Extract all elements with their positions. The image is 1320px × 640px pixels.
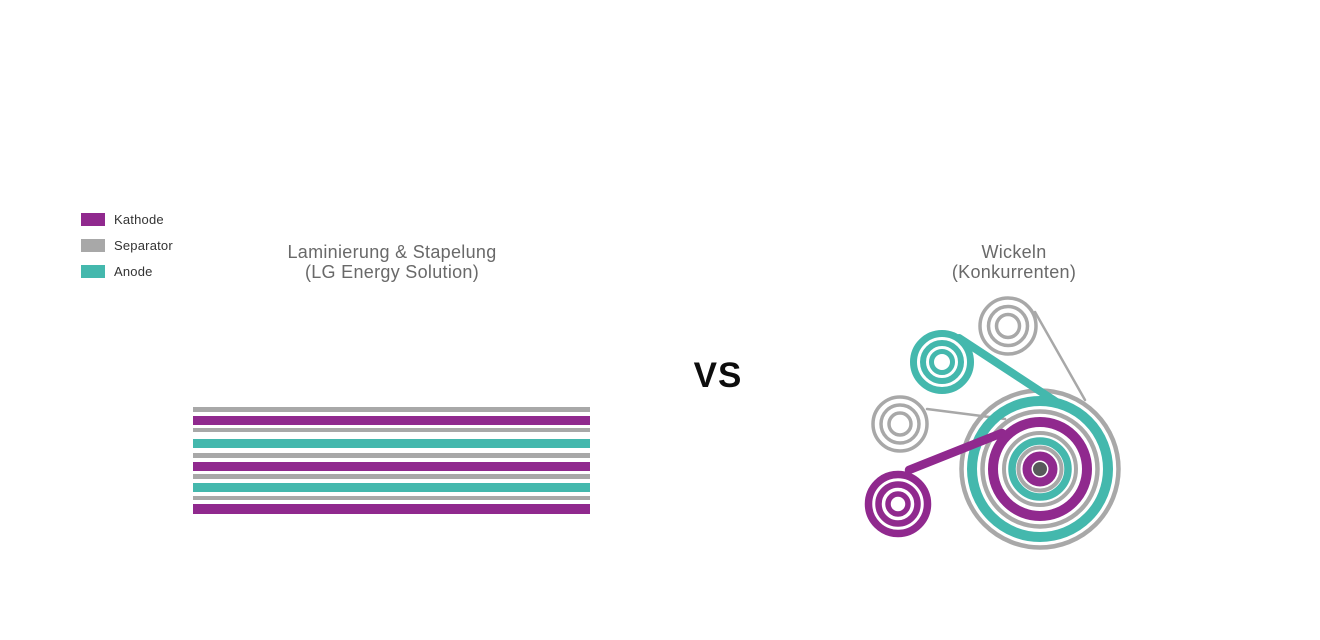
stack-layer-separator <box>193 495 590 500</box>
stack-layer-separator <box>193 427 590 432</box>
separator-roll-top-ring <box>978 296 1038 356</box>
legend-label: Separator <box>114 238 173 253</box>
stack-layer-anode <box>193 439 590 448</box>
vs-label: VS <box>693 356 743 395</box>
right-title-line1: Wickeln <box>981 242 1047 262</box>
anode-roll-ring <box>920 340 964 384</box>
legend-label: Kathode <box>114 212 164 227</box>
separator-roll-top-ring <box>986 304 1030 348</box>
legend-label: Anode <box>114 264 153 279</box>
anode-roll-ring <box>929 349 955 375</box>
legend-item-kathode: Kathode <box>81 212 173 227</box>
big-roll-ring-anode <box>1008 437 1072 501</box>
stack-layer-anode <box>193 482 590 492</box>
big-roll-ring-separator <box>1016 445 1064 493</box>
left-panel-title: Laminierung & Stapelung (LG Energy Solut… <box>192 242 592 282</box>
separator-roll-top-web <box>1033 310 1087 402</box>
stack-layer-separator <box>193 407 590 412</box>
stack-layer-separator <box>193 474 590 479</box>
separator-roll-left-ring <box>871 395 929 453</box>
separator-swatch <box>81 239 105 252</box>
left-title-line2: (LG Energy Solution) <box>304 262 480 282</box>
kathode-roll-ring <box>875 481 921 527</box>
kathode-roll-ring <box>885 491 911 517</box>
kathode-swatch <box>81 213 105 226</box>
separator-roll-top-ring <box>994 312 1022 340</box>
anode-roll-web <box>955 334 1062 407</box>
big-roll-center-dot <box>1033 462 1047 476</box>
separator-roll-left-ring <box>879 403 921 445</box>
big-roll-ring-kathode <box>1022 451 1058 487</box>
kathode-roll-ring <box>864 470 932 538</box>
stack-layer-kathode <box>193 461 590 471</box>
stack-layer-separator <box>193 453 590 458</box>
legend-item-separator: Separator <box>81 238 173 253</box>
separator-roll-left-ring <box>887 411 913 437</box>
right-title-line2: (Konkurrenten) <box>951 262 1077 282</box>
anode-roll-ring <box>910 330 974 394</box>
stack-layer-kathode <box>193 415 590 425</box>
legend-item-anode: Anode <box>81 264 173 279</box>
stack-layer-kathode <box>193 504 590 514</box>
left-title-line1: Laminierung & Stapelung <box>287 242 497 262</box>
anode-swatch <box>81 265 105 278</box>
big-roll-ring-separator <box>980 409 1100 529</box>
right-panel-title: Wickeln (Konkurrenten) <box>864 242 1164 282</box>
big-roll-ring-anode <box>967 396 1113 542</box>
big-roll-ring-separator <box>1002 431 1078 507</box>
legend: Kathode Separator Anode <box>81 212 173 290</box>
kathode-roll-web <box>904 428 1007 475</box>
big-roll-ring-kathode <box>988 417 1092 521</box>
